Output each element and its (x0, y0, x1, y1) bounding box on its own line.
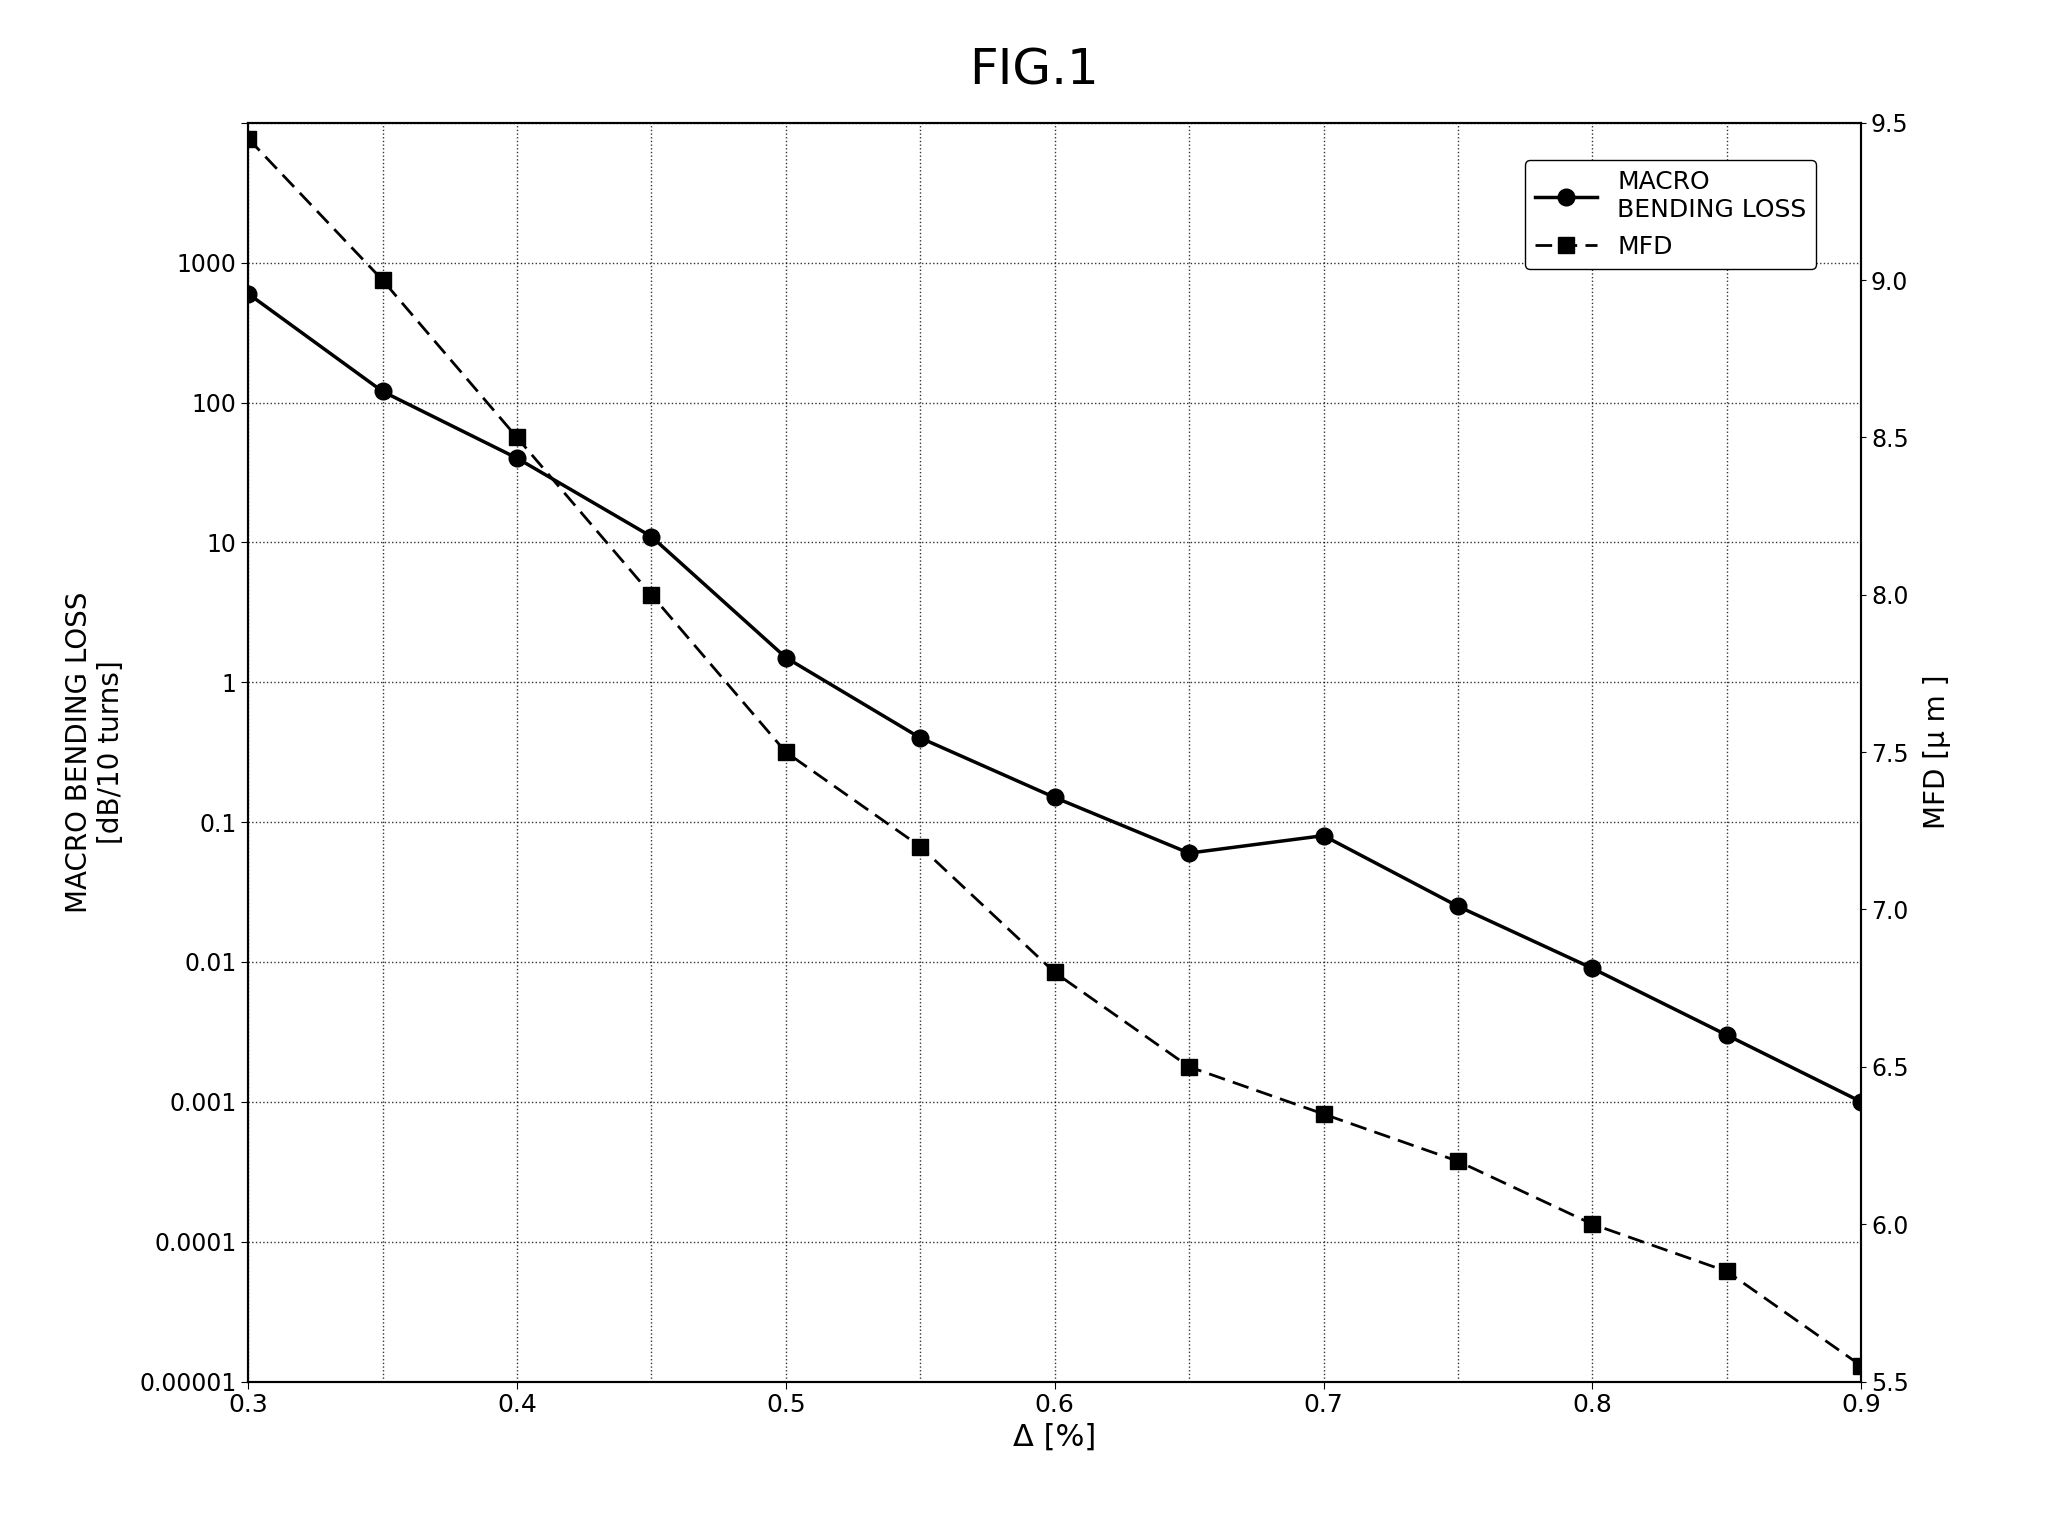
Y-axis label: MACRO BENDING LOSS
[dB/10 turns]: MACRO BENDING LOSS [dB/10 turns] (64, 591, 126, 913)
X-axis label: Δ [%]: Δ [%] (1013, 1423, 1096, 1452)
Text: FIG.1: FIG.1 (970, 46, 1098, 94)
Legend: MACRO
BENDING LOSS, MFD: MACRO BENDING LOSS, MFD (1524, 161, 1816, 269)
Y-axis label: MFD [μ m ]: MFD [μ m ] (1923, 675, 1950, 829)
